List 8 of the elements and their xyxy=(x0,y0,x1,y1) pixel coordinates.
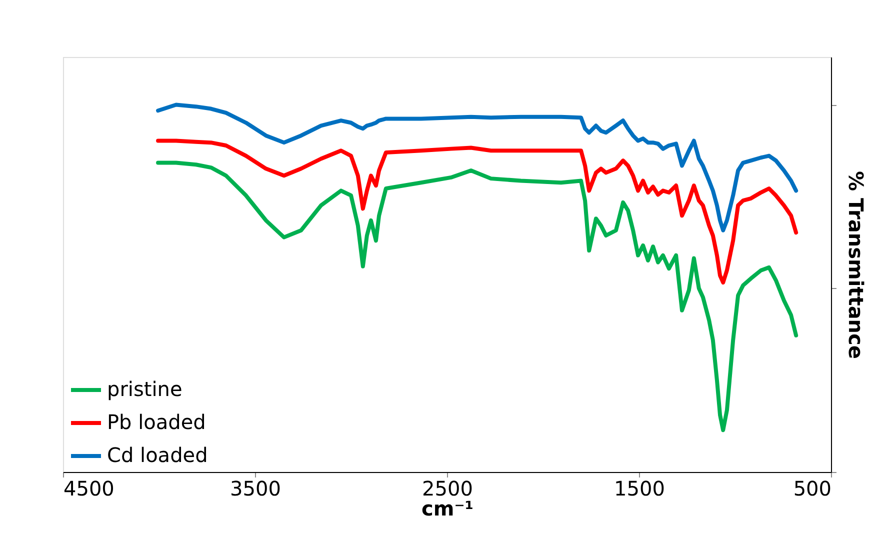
legend-label: Cd loaded xyxy=(107,443,208,467)
legend-label: pristine xyxy=(107,377,182,401)
x-tick-label: 4500 xyxy=(64,476,114,500)
x-tick-label: 500 xyxy=(793,476,832,500)
legend-label: Pb loaded xyxy=(107,410,206,434)
y-axis-title: % Transmittance xyxy=(844,171,868,359)
x-tick-label: 1500 xyxy=(614,476,665,500)
x-tick-label: 3500 xyxy=(230,476,281,500)
